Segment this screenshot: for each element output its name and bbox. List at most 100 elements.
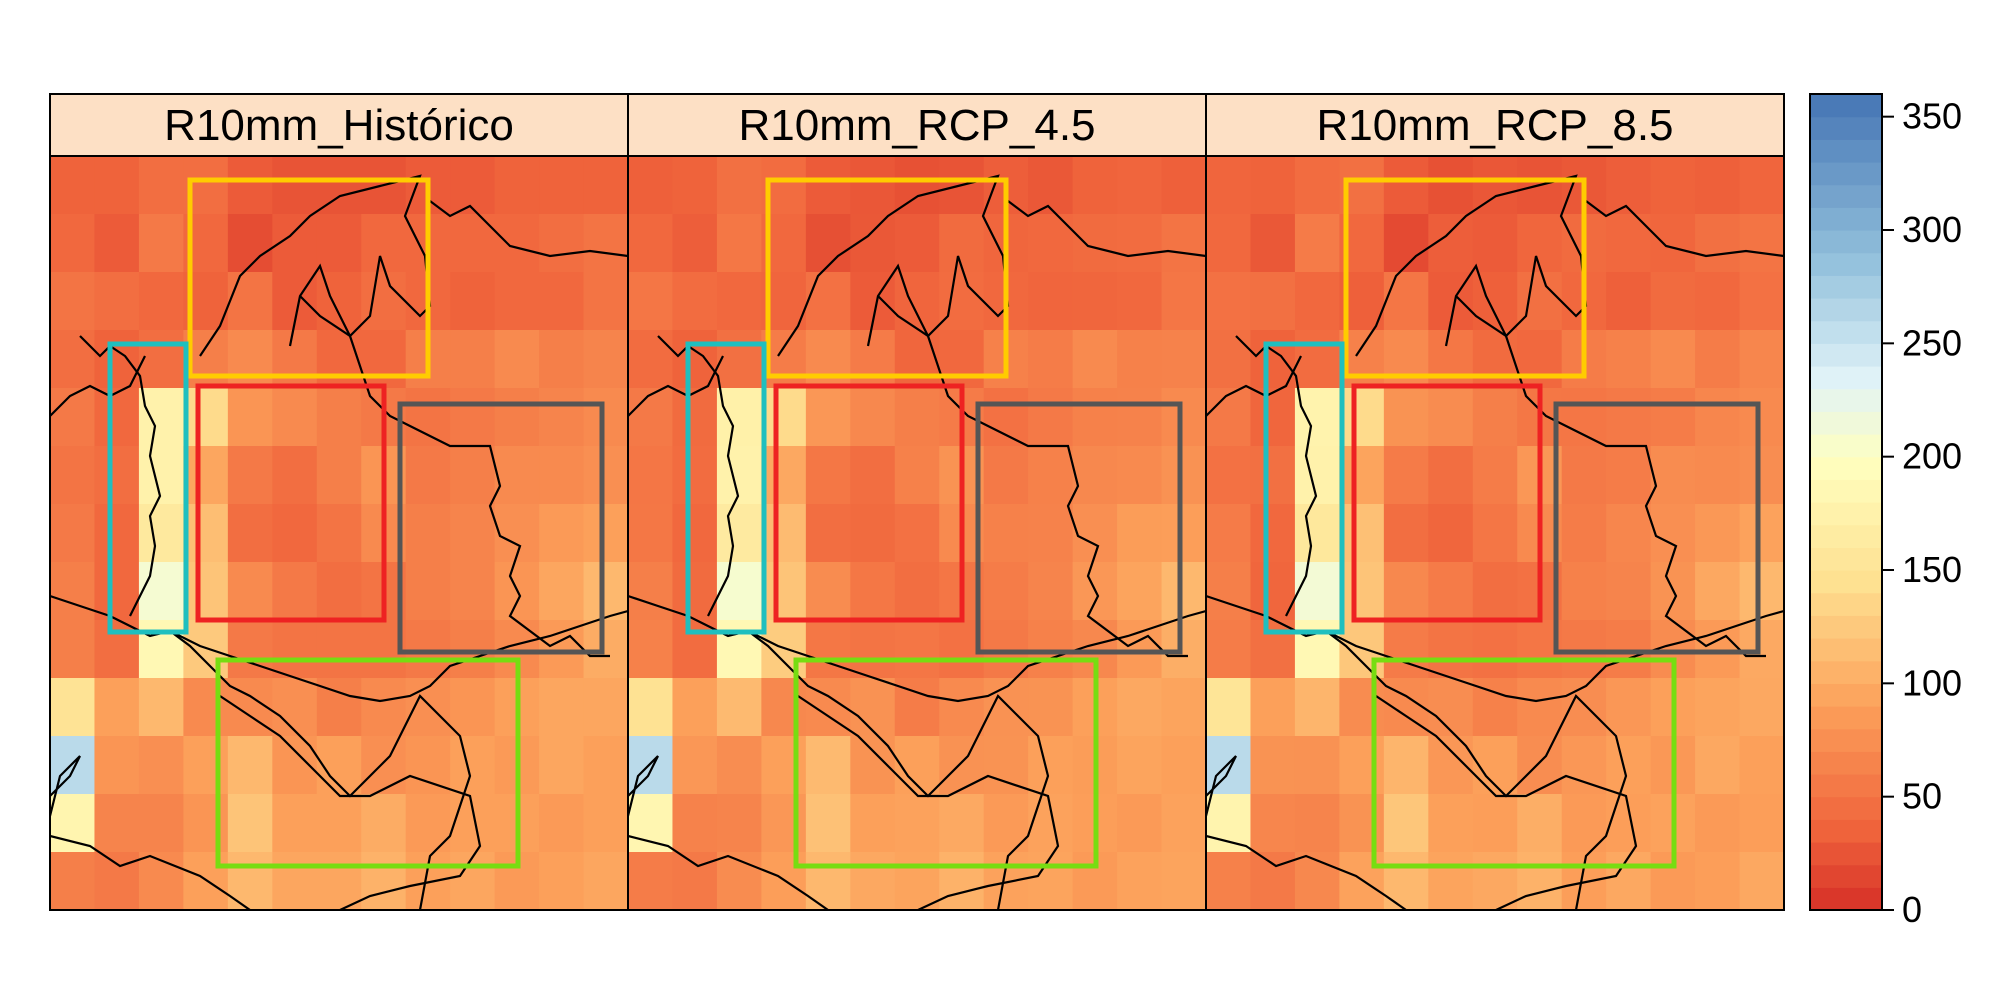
grid-cell <box>94 446 140 505</box>
border-line <box>1206 355 1302 417</box>
grid-cell <box>1117 446 1163 505</box>
colorbar-tick-label: 50 <box>1902 776 1942 817</box>
grid-cell <box>1606 736 1652 795</box>
grid-cell <box>716 794 762 853</box>
grid-cell <box>850 504 896 563</box>
grid-cell <box>1739 214 1785 273</box>
grid-cell <box>1206 678 1252 737</box>
grid-cell <box>272 156 318 215</box>
grid-cell <box>939 736 985 795</box>
grid-cell <box>316 388 362 447</box>
colorbar-segment <box>1810 547 1882 571</box>
grid-cell <box>1472 504 1518 563</box>
grid-cell <box>227 272 273 331</box>
grid-cell <box>1028 852 1074 911</box>
grid-cell <box>850 330 896 389</box>
region-andean-box <box>195 383 387 623</box>
grid-cell <box>1206 388 1252 447</box>
border-line <box>877 295 1188 658</box>
grid-cell <box>939 678 985 737</box>
grid-cell <box>450 272 496 331</box>
grid-cell <box>1428 678 1474 737</box>
grid-cell <box>1250 736 1296 795</box>
grid-cell <box>894 562 940 621</box>
grid-cell <box>1739 156 1785 215</box>
grid-cell <box>316 214 362 273</box>
grid-cell <box>1472 156 1518 215</box>
grid-cell <box>894 214 940 273</box>
grid-cell <box>1206 562 1252 621</box>
grid-cell <box>50 214 96 273</box>
grid-cell <box>805 504 851 563</box>
grid-cell <box>939 852 985 911</box>
grid-cell <box>983 794 1029 853</box>
grid-cell <box>1383 620 1429 679</box>
grid-cell <box>138 852 184 911</box>
grid-cell <box>583 272 629 331</box>
grid-cell <box>716 678 762 737</box>
colorbar-tick-label: 0 <box>1902 889 1922 930</box>
grid-cell <box>761 620 807 679</box>
grid-cell <box>628 852 674 911</box>
grid-cell <box>1428 330 1474 389</box>
grid-cell <box>628 330 674 389</box>
grid-cell <box>1650 388 1696 447</box>
grid-cell <box>1472 562 1518 621</box>
grid-cell <box>272 330 318 389</box>
grid-cell <box>1695 794 1741 853</box>
grid-cell <box>1294 504 1340 563</box>
colorbar-segment <box>1810 366 1882 390</box>
grid-cell <box>227 214 273 273</box>
grid-cell <box>1695 388 1741 447</box>
grid-cell <box>50 620 96 679</box>
grid-cell <box>628 156 674 215</box>
colorbar-segment <box>1810 638 1882 662</box>
grid-cell <box>539 272 585 331</box>
grid-cell <box>50 156 96 215</box>
grid-cell <box>1028 388 1074 447</box>
grid-cell <box>1739 446 1785 505</box>
colorbar-segment <box>1810 298 1882 322</box>
grid-cell <box>628 504 674 563</box>
grid-cell <box>1606 446 1652 505</box>
grid-cell <box>1606 852 1652 911</box>
grid-cell <box>1606 330 1652 389</box>
grid-cell <box>716 852 762 911</box>
grid-cell <box>716 388 762 447</box>
grid-cell <box>138 330 184 389</box>
grid-cell <box>1383 214 1429 273</box>
grid-cell <box>1206 446 1252 505</box>
grid-cell <box>583 620 629 679</box>
grid-cell <box>672 330 718 389</box>
grid-cell <box>494 214 540 273</box>
grid-cell <box>672 156 718 215</box>
grid-cell <box>805 330 851 389</box>
colorbar-tick-label: 300 <box>1902 209 1962 250</box>
grid-cell <box>405 562 451 621</box>
grid-cell <box>1695 330 1741 389</box>
grid-cell <box>539 736 585 795</box>
grid-cell <box>361 214 407 273</box>
grid-cell <box>1739 388 1785 447</box>
grid-cell <box>405 620 451 679</box>
grid-cell <box>1028 214 1074 273</box>
grid-cell <box>583 156 629 215</box>
grid-cell <box>50 272 96 331</box>
grid-cell <box>138 388 184 447</box>
grid-cell <box>628 214 674 273</box>
region-amazon-box <box>793 657 1099 869</box>
grid-cell <box>1739 794 1785 853</box>
grid-cell <box>1472 852 1518 911</box>
grid-cell <box>1117 214 1163 273</box>
grid-cell <box>183 504 229 563</box>
grid-cell <box>894 388 940 447</box>
grid-cell <box>50 852 96 911</box>
grid-cell <box>1517 736 1563 795</box>
grid-cell <box>805 156 851 215</box>
grid-cell <box>94 620 140 679</box>
grid-cell <box>450 678 496 737</box>
grid-cell <box>1250 388 1296 447</box>
border-line <box>199 174 432 357</box>
grid-cell <box>1028 620 1074 679</box>
grid-cell <box>183 388 229 447</box>
